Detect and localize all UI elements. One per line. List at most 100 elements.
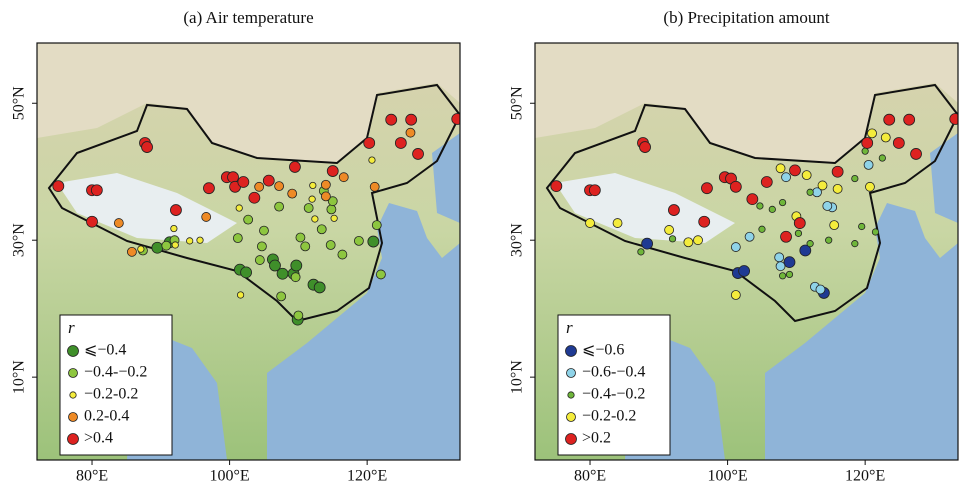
station — [241, 267, 252, 278]
legend-marker — [68, 346, 79, 357]
station — [91, 185, 102, 196]
station — [638, 249, 644, 255]
station — [171, 225, 177, 231]
station — [364, 137, 375, 148]
legend-marker — [69, 413, 78, 422]
station — [782, 173, 791, 182]
station — [294, 311, 303, 320]
legend-label: −0.4-−0.2 — [582, 386, 645, 403]
station — [786, 271, 792, 277]
legend-label: ⩽−0.6 — [582, 342, 624, 359]
legend-label: −0.6-−0.4 — [582, 364, 645, 381]
station — [642, 238, 653, 249]
legend-title: r — [566, 318, 573, 337]
station — [236, 205, 242, 211]
legend-marker — [567, 413, 576, 422]
station — [730, 181, 741, 192]
station — [776, 262, 785, 271]
station — [317, 225, 326, 234]
station — [263, 175, 274, 186]
legend-label: 0.2-0.4 — [84, 408, 129, 425]
station — [114, 219, 123, 228]
panel-title: (b) Precipitation amount — [663, 8, 829, 27]
legend-label: −0.4-−0.2 — [84, 364, 147, 381]
station — [904, 114, 915, 125]
station — [152, 242, 163, 253]
station — [452, 114, 463, 125]
station — [884, 114, 895, 125]
station — [818, 181, 827, 190]
station — [288, 189, 297, 198]
station — [255, 256, 264, 265]
y-tick-label: 10°N — [509, 360, 526, 394]
station — [684, 238, 693, 247]
station — [237, 292, 243, 298]
station — [327, 166, 338, 177]
station — [368, 236, 379, 247]
station — [872, 229, 878, 235]
page: {"chart_data":[ {"type":"map","title":"(… — [0, 0, 974, 486]
legend-label: −0.2-0.2 — [582, 408, 636, 425]
station — [879, 155, 885, 161]
station — [202, 212, 211, 221]
legend-marker — [566, 346, 577, 357]
station — [369, 157, 375, 163]
station — [665, 225, 674, 234]
station — [779, 199, 785, 205]
station — [386, 114, 397, 125]
station — [338, 250, 347, 259]
station — [868, 129, 877, 138]
station — [859, 223, 865, 229]
station — [310, 182, 316, 188]
station — [775, 253, 784, 262]
station — [331, 215, 337, 221]
station — [277, 292, 286, 301]
figure: (a) Air temperature80°E100°E120°E10°N30°… — [0, 0, 974, 486]
station — [413, 148, 424, 159]
station — [589, 185, 600, 196]
station — [255, 182, 264, 191]
station — [640, 142, 651, 153]
map-panel: (b) Precipitation amount80°E100°E120°E10… — [509, 8, 961, 485]
station — [301, 242, 310, 251]
x-tick-label: 120°E — [347, 468, 387, 485]
legend-marker — [69, 369, 78, 378]
station — [739, 266, 750, 277]
station — [314, 282, 325, 293]
legend-marker — [568, 392, 574, 398]
station — [694, 236, 703, 245]
station — [233, 234, 242, 243]
station — [321, 180, 330, 189]
station — [203, 183, 214, 194]
x-tick-label: 100°E — [209, 468, 249, 485]
station — [745, 232, 754, 241]
station — [825, 237, 831, 243]
station — [893, 137, 904, 148]
station — [186, 238, 192, 244]
station — [784, 257, 795, 268]
station — [950, 114, 961, 125]
station — [257, 242, 266, 251]
station — [228, 172, 239, 183]
station — [395, 137, 406, 148]
legend-marker — [566, 434, 577, 445]
station — [197, 237, 203, 243]
legend-label: >0.2 — [582, 430, 611, 447]
station — [275, 182, 284, 191]
station — [312, 216, 318, 222]
station — [802, 171, 811, 180]
station — [699, 216, 710, 227]
station — [823, 201, 832, 210]
station — [795, 230, 801, 236]
station — [779, 273, 785, 279]
station — [832, 166, 843, 177]
station — [259, 226, 268, 235]
station — [668, 205, 679, 216]
station — [862, 137, 873, 148]
station — [87, 216, 98, 227]
station — [170, 205, 181, 216]
legend-label: −0.2-0.2 — [84, 386, 138, 403]
station — [162, 241, 171, 250]
legend-label: >0.4 — [84, 430, 113, 447]
